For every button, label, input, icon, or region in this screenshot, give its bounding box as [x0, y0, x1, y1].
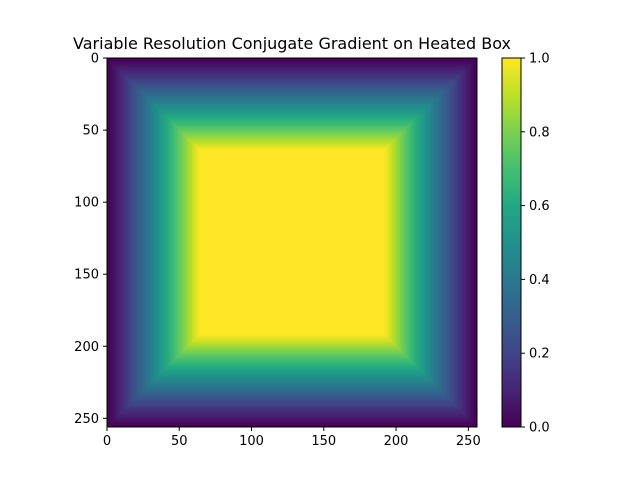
colorbar-tick-label: 0.0: [529, 421, 550, 436]
colorbar-frame: [501, 57, 522, 428]
colorbar-tick-label: 0.6: [529, 199, 550, 214]
x-tick-label: 150: [311, 434, 336, 449]
plot-frame: [106, 57, 478, 428]
x-tick-label: 100: [239, 434, 264, 449]
colorbar-tick-label: 0.8: [529, 125, 550, 140]
y-tick-label: 50: [82, 124, 99, 139]
colorbar-gradient: [502, 58, 521, 427]
colorbar: 0.0 0.2 0.4 0.6 0.8 1.0: [501, 52, 550, 436]
x-axis: 0 50 100 150 200 250: [103, 427, 481, 449]
heatmap-plot: [106, 57, 478, 428]
y-tick-label: 100: [74, 196, 99, 211]
x-tick-label: 50: [171, 434, 188, 449]
colorbar-axis: 0.0 0.2 0.4 0.6 0.8 1.0: [521, 52, 550, 436]
y-tick-label: 250: [74, 412, 99, 427]
y-tick-label: 200: [74, 340, 99, 355]
x-tick-label: 250: [456, 434, 481, 449]
chart-title: Variable Resolution Conjugate Gradient o…: [73, 34, 511, 53]
colorbar-tick-label: 1.0: [529, 52, 550, 67]
y-axis: 0 50 100 150 200 250: [74, 52, 107, 427]
colorbar-tick-label: 0.2: [529, 347, 550, 362]
colorbar-tick-label: 0.4: [529, 273, 550, 288]
x-tick-label: 200: [384, 434, 409, 449]
y-tick-label: 0: [91, 52, 99, 67]
x-tick-label: 0: [103, 434, 111, 449]
y-tick-label: 150: [74, 268, 99, 283]
heatmap-image: [107, 58, 477, 427]
